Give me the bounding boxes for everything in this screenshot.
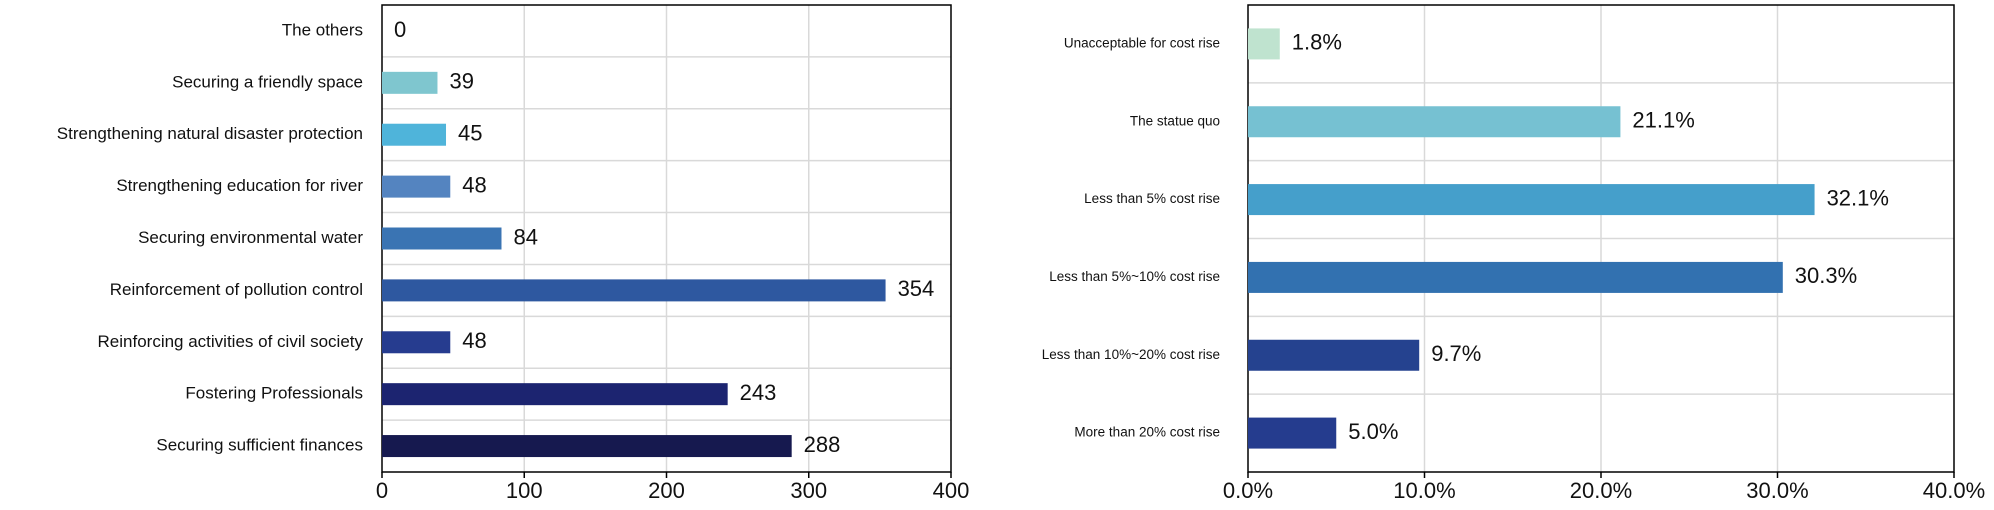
category-label: Less than 5% cost rise bbox=[1084, 191, 1220, 206]
bar[interactable] bbox=[382, 435, 792, 458]
data-label: 39 bbox=[449, 69, 473, 94]
bar[interactable] bbox=[1248, 184, 1815, 216]
category-label: Reinforcing activities of civil society bbox=[98, 332, 364, 351]
bar[interactable] bbox=[1248, 106, 1621, 138]
data-label: 354 bbox=[898, 276, 935, 301]
bar[interactable] bbox=[382, 383, 728, 406]
bar[interactable] bbox=[1248, 417, 1337, 449]
x-tick-label: 0.0% bbox=[1223, 478, 1273, 503]
chart-1: 0 The others 39 Securing a friendly space 45… bbox=[57, 4, 970, 503]
category-label: Strengthening education for river bbox=[116, 176, 363, 195]
category-label: Fostering Professionals bbox=[185, 384, 363, 403]
x-tick-label: 200 bbox=[648, 478, 685, 503]
x-tick-label: 100 bbox=[506, 478, 543, 503]
bar[interactable] bbox=[1248, 28, 1280, 60]
category-label: Securing a friendly space bbox=[172, 72, 363, 91]
x-tick-label: 40.0% bbox=[1923, 478, 1985, 503]
chart-2: 1.8% Unacceptable for cost rise 21.1% The s… bbox=[1042, 4, 1985, 503]
x-tick-label: 10.0% bbox=[1393, 478, 1455, 503]
data-label: 84 bbox=[513, 224, 537, 249]
data-label: 21.1% bbox=[1632, 108, 1694, 133]
data-label: 9.7% bbox=[1431, 341, 1481, 366]
data-label: 288 bbox=[804, 432, 841, 457]
x-tick-label: 300 bbox=[790, 478, 827, 503]
category-label: Reinforcement of pollution control bbox=[110, 280, 363, 299]
category-label: More than 20% cost rise bbox=[1074, 425, 1220, 440]
category-label: Unacceptable for cost rise bbox=[1064, 35, 1220, 50]
bar[interactable] bbox=[382, 227, 502, 250]
category-label: Less than 5%~10% cost rise bbox=[1049, 269, 1220, 284]
data-label: 48 bbox=[462, 328, 486, 353]
data-label: 45 bbox=[458, 121, 482, 146]
category-label: Less than 10%~20% cost rise bbox=[1042, 347, 1220, 362]
x-tick-label: 20.0% bbox=[1570, 478, 1632, 503]
bar[interactable] bbox=[382, 331, 451, 354]
data-label: 32.1% bbox=[1827, 185, 1889, 210]
data-label: 30.3% bbox=[1795, 263, 1857, 288]
category-label: The statue quo bbox=[1130, 113, 1220, 128]
x-tick-label: 400 bbox=[933, 478, 970, 503]
bar[interactable] bbox=[1248, 339, 1420, 371]
data-label: 48 bbox=[462, 172, 486, 197]
x-tick-label: 30.0% bbox=[1746, 478, 1808, 503]
bar[interactable] bbox=[382, 279, 886, 302]
category-label: Securing environmental water bbox=[138, 228, 363, 247]
bar[interactable] bbox=[382, 123, 447, 146]
bar[interactable] bbox=[1248, 261, 1783, 293]
data-label: 0 bbox=[394, 17, 406, 42]
category-label: The others bbox=[282, 20, 363, 39]
bar[interactable] bbox=[382, 175, 451, 198]
category-label: Strengthening natural disaster protectio… bbox=[57, 124, 363, 143]
data-label: 5.0% bbox=[1348, 419, 1398, 444]
data-label: 1.8% bbox=[1292, 30, 1342, 55]
data-label: 243 bbox=[740, 380, 777, 405]
category-label: Securing sufficient finances bbox=[156, 436, 363, 455]
bar[interactable] bbox=[382, 71, 438, 94]
x-tick-label: 0 bbox=[376, 478, 388, 503]
